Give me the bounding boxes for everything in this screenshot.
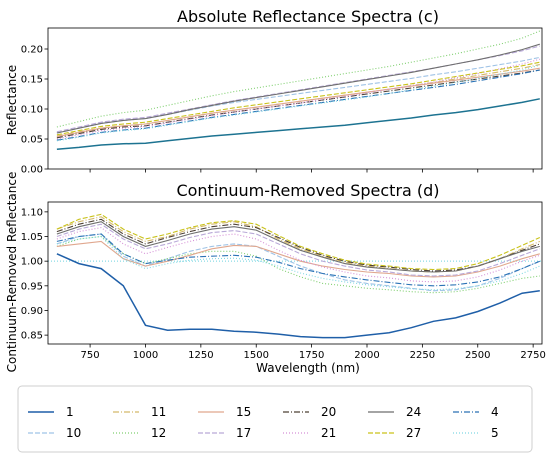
series-line-21 xyxy=(56,58,540,140)
series-line-1 xyxy=(56,253,540,339)
legend-label: 4 xyxy=(491,405,499,419)
y-tick-label: 0.10 xyxy=(21,105,43,116)
legend-label: 10 xyxy=(66,426,81,440)
legend-item-4: 4 xyxy=(453,405,499,419)
y-tick-label: 0.95 xyxy=(21,281,43,292)
x-tick-label: 2250 xyxy=(410,350,435,361)
legend-item-1: 1 xyxy=(28,405,74,419)
absolute-reflectance-panel: Absolute Reflectance Spectra (c) Reflect… xyxy=(5,7,543,176)
y-axis-label-reflectance: Reflectance xyxy=(5,65,19,135)
axes-frame xyxy=(47,27,543,170)
series-line-5 xyxy=(56,235,541,291)
x-tick-label: 750 xyxy=(81,350,100,361)
legend-item-21: 21 xyxy=(283,426,336,440)
legend-label: 17 xyxy=(236,426,251,440)
x-tick-label: 1500 xyxy=(244,350,269,361)
series-line-10 xyxy=(56,233,541,292)
legend-items: 1 10 11 12 15 17 20 21 24 27 4 5 xyxy=(28,405,499,440)
y-tick-label: 0.85 xyxy=(21,331,43,342)
series-line-11 xyxy=(56,216,541,273)
y-tick-label: 0.00 xyxy=(21,165,43,176)
series-line-1 xyxy=(56,98,540,150)
plot-area-continuum: 0.85 0.90 0.95 1.00 1.05 1.10 750 1000 1250 1500 1… xyxy=(21,201,546,361)
legend-item-15: 15 xyxy=(198,405,251,419)
series-line-5 xyxy=(56,64,540,142)
x-tick-label: 2500 xyxy=(465,350,490,361)
x-tick-label: 1000 xyxy=(133,350,158,361)
series-line-24 xyxy=(56,43,540,134)
legend: 1 10 11 12 15 17 20 21 24 27 4 5 xyxy=(17,385,533,453)
series-line-12 xyxy=(56,235,540,294)
series-line-10 xyxy=(56,56,540,134)
series-line-17 xyxy=(56,223,540,277)
legend-label: 11 xyxy=(151,405,166,419)
x-tick-label: 1250 xyxy=(188,350,213,361)
legend-item-11: 11 xyxy=(113,405,166,419)
y-tick-label: 1.00 xyxy=(21,257,43,268)
y-tick-label: 0.05 xyxy=(21,135,43,146)
chart-title-absolute: Absolute Reflectance Spectra (c) xyxy=(177,7,439,26)
legend-item-10: 10 xyxy=(28,426,81,440)
series-line-4 xyxy=(56,69,540,141)
y-tick-label: 0.15 xyxy=(21,75,43,86)
legend-label: 24 xyxy=(406,405,421,419)
legend-frame xyxy=(17,385,533,453)
legend-label: 21 xyxy=(321,426,336,440)
legend-label: 5 xyxy=(491,426,499,440)
y-tick-label: 1.05 xyxy=(21,232,43,243)
legend-item-17: 17 xyxy=(198,426,251,440)
chart-title-continuum: Continuum-Removed Spectra (d) xyxy=(176,181,439,200)
series-line-20 xyxy=(56,218,540,272)
series-line-4 xyxy=(56,233,541,287)
plot-area-absolute: 0.00 0.05 0.10 0.15 0.20 xyxy=(21,27,543,176)
y-tick-label: 1.10 xyxy=(21,207,43,218)
y-tick-label: 0.90 xyxy=(21,306,43,317)
series-line-17 xyxy=(56,45,540,133)
series-line-15 xyxy=(56,67,540,138)
legend-item-12: 12 xyxy=(113,426,166,440)
legend-item-5: 5 xyxy=(453,426,499,440)
series-line-15 xyxy=(56,240,540,278)
legend-item-20: 20 xyxy=(283,405,336,419)
y-axis-label-continuum: Continuum-Removed Reflectance xyxy=(5,172,19,373)
axes-frame xyxy=(47,201,543,345)
x-axis-label-wavelength: Wavelength (nm) xyxy=(256,361,360,375)
x-tick-label: 1750 xyxy=(299,350,324,361)
series-line-27 xyxy=(56,213,541,271)
series-line-27 xyxy=(56,61,540,136)
legend-item-24: 24 xyxy=(368,405,421,419)
legend-label: 27 xyxy=(406,426,421,440)
legend-label: 20 xyxy=(321,405,336,419)
continuum-removed-panel: Continuum-Removed Spectra (d) Continuum-… xyxy=(5,172,546,375)
legend-label: 1 xyxy=(66,405,74,419)
series-line-20 xyxy=(56,69,540,139)
x-tick-label: 2000 xyxy=(354,350,379,361)
x-tick-label: 2750 xyxy=(520,350,545,361)
legend-label: 15 xyxy=(236,405,251,419)
series-line-24 xyxy=(56,221,540,273)
y-tick-label: 0.20 xyxy=(21,45,43,56)
legend-item-27: 27 xyxy=(368,426,421,440)
legend-label: 12 xyxy=(151,426,166,440)
